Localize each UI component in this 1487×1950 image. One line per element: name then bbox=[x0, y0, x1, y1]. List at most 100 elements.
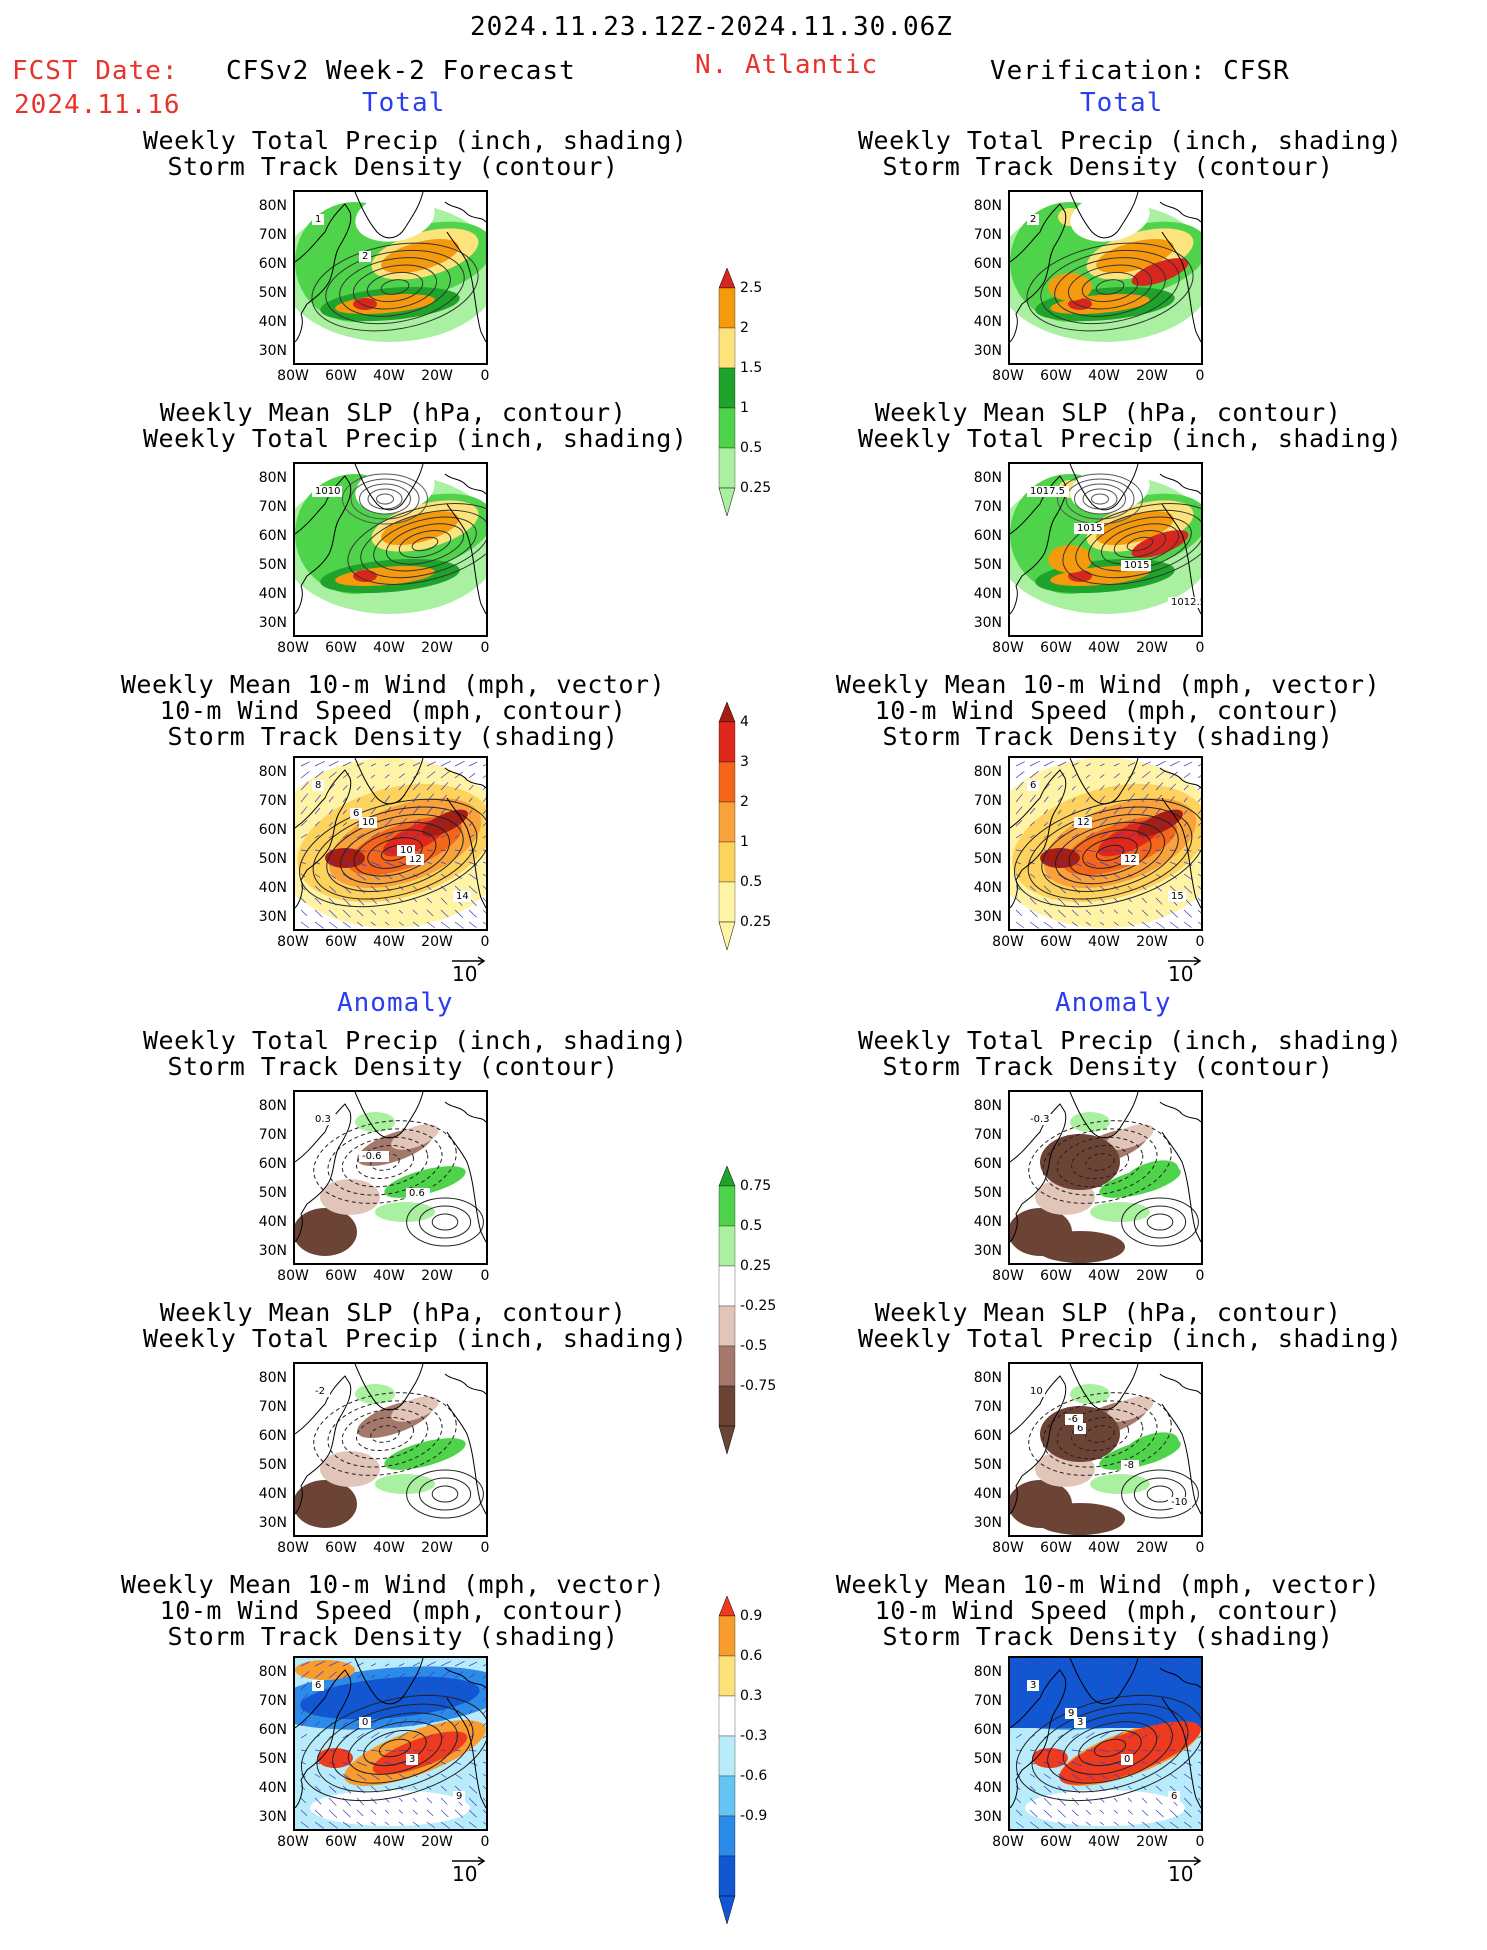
svg-text:6: 6 bbox=[353, 808, 359, 819]
lon-tick-label: 20W bbox=[1136, 1834, 1168, 1850]
svg-text:10: 10 bbox=[400, 845, 413, 856]
lat-tick-label: 60N bbox=[973, 256, 1002, 272]
svg-text:-6: -6 bbox=[1068, 1414, 1078, 1425]
lon-tick-label: 60W bbox=[1040, 1540, 1072, 1556]
svg-text:0: 0 bbox=[1124, 1754, 1130, 1765]
svg-text:6: 6 bbox=[1077, 1423, 1083, 1434]
lat-tick-label: 60N bbox=[258, 1722, 287, 1738]
lat-tick-label: 70N bbox=[973, 1399, 1002, 1415]
lat-tick-label: 60N bbox=[973, 1428, 1002, 1444]
lat-tick-label: 50N bbox=[258, 851, 287, 867]
lat-tick-label: 40N bbox=[258, 880, 287, 896]
arrow-icon bbox=[1168, 956, 1202, 966]
lat-tick-label: 60N bbox=[258, 256, 287, 272]
colorbar-tick-label: 2 bbox=[740, 320, 749, 336]
lat-tick-label: 60N bbox=[973, 1156, 1002, 1172]
lat-tick-label: 70N bbox=[973, 793, 1002, 809]
lat-tick-label: 60N bbox=[973, 528, 1002, 544]
lon-tick-label: 0 bbox=[480, 934, 490, 950]
colorbar-tick-label: 0.25 bbox=[740, 1258, 772, 1274]
lon-tick-label: 60W bbox=[1040, 640, 1072, 656]
title-ob-precip-anom: Weekly Total Precip (inch, shading) Storm… bbox=[858, 1026, 1403, 1081]
svg-text:-8: -8 bbox=[1124, 1460, 1134, 1471]
map-fc-slp-anom: -2 bbox=[293, 1362, 488, 1537]
lat-tick-label: 40N bbox=[973, 314, 1002, 330]
map-fc-precip-anom: 0.3 -0.6 0.6 bbox=[293, 1090, 488, 1265]
svg-text:3: 3 bbox=[1077, 1717, 1083, 1728]
svg-text:1015: 1015 bbox=[1077, 523, 1102, 534]
lat-tick-label: 30N bbox=[973, 1809, 1002, 1825]
lon-tick-label: 80W bbox=[277, 640, 309, 656]
title-fc-precip-anom: Weekly Total Precip (inch, shading) Storm… bbox=[143, 1026, 688, 1081]
colorbar-tick-label: -0.75 bbox=[740, 1378, 777, 1394]
svg-text:0: 0 bbox=[362, 1717, 368, 1728]
lon-tick-label: 0 bbox=[1195, 1834, 1205, 1850]
lon-tick-label: 20W bbox=[1136, 1540, 1168, 1556]
title-fc-wind-total: Weekly Mean 10-m Wind (mph, vector) 10-m … bbox=[120, 670, 666, 751]
lon-tick-label: 20W bbox=[421, 1834, 453, 1850]
lat-tick-label: 80N bbox=[258, 470, 287, 486]
svg-text:12: 12 bbox=[1124, 854, 1137, 865]
lon-tick-label: 0 bbox=[480, 1268, 490, 1284]
lat-tick-label: 50N bbox=[258, 1751, 287, 1767]
svg-text:6: 6 bbox=[315, 1680, 321, 1691]
colorbar-tick-label: 0.6 bbox=[740, 1648, 763, 1664]
lat-tick-label: 40N bbox=[258, 586, 287, 602]
lat-tick-label: 80N bbox=[258, 1370, 287, 1386]
lat-tick-label: 60N bbox=[258, 1156, 287, 1172]
svg-text:-0.6: -0.6 bbox=[362, 1151, 382, 1162]
map-ob-precip-total: 2 bbox=[1008, 190, 1203, 365]
map-ob-wind-total: 6 12 12 15 bbox=[1008, 756, 1203, 931]
svg-text:-0.3: -0.3 bbox=[1030, 1114, 1050, 1125]
lat-tick-label: 70N bbox=[258, 1127, 287, 1143]
lat-tick-label: 40N bbox=[258, 1486, 287, 1502]
svg-text:6: 6 bbox=[1171, 1791, 1177, 1802]
anomaly-label-left: Anomaly bbox=[337, 988, 454, 1018]
svg-text:0.3: 0.3 bbox=[315, 1114, 331, 1125]
lon-tick-label: 0 bbox=[480, 1540, 490, 1556]
colorbar-tick-label: -0.9 bbox=[740, 1808, 768, 1824]
region-title: N. Atlantic bbox=[695, 50, 879, 80]
svg-text:10: 10 bbox=[1030, 1386, 1043, 1397]
total-label-right: Total bbox=[1080, 88, 1164, 118]
forecast-title: CFSv2 Week-2 Forecast bbox=[226, 56, 576, 86]
lat-tick-label: 30N bbox=[258, 1809, 287, 1825]
lon-tick-label: 60W bbox=[1040, 1834, 1072, 1850]
lat-tick-label: 70N bbox=[973, 1127, 1002, 1143]
lat-tick-label: 40N bbox=[973, 1214, 1002, 1230]
vector-ref-fc-anom: 10 bbox=[452, 1856, 486, 1886]
svg-text:2: 2 bbox=[362, 251, 368, 262]
lon-tick-label: 40W bbox=[1088, 640, 1120, 656]
lon-tick-label: 0 bbox=[1195, 934, 1205, 950]
svg-text:12: 12 bbox=[1077, 817, 1090, 828]
colorbar-tick-label: 0.3 bbox=[740, 1688, 763, 1704]
lat-tick-label: 70N bbox=[258, 227, 287, 243]
title-ob-slp-anom: Weekly Mean SLP (hPa, contour) Weekly Tot… bbox=[858, 1298, 1403, 1353]
vector-ref-value: 10 bbox=[1168, 962, 1194, 986]
lat-tick-label: 40N bbox=[973, 1780, 1002, 1796]
lat-tick-label: 80N bbox=[973, 470, 1002, 486]
title-ob-slp-total: Weekly Mean SLP (hPa, contour) Weekly Tot… bbox=[858, 398, 1403, 453]
lat-tick-label: 80N bbox=[973, 198, 1002, 214]
svg-text:1012.5: 1012.5 bbox=[1171, 597, 1201, 608]
svg-text:0.6: 0.6 bbox=[409, 1188, 425, 1199]
svg-text:15: 15 bbox=[1171, 891, 1184, 902]
svg-text:-10: -10 bbox=[1171, 1497, 1187, 1508]
vector-ref-fc-total: 10 bbox=[452, 956, 486, 986]
lat-tick-label: 50N bbox=[973, 285, 1002, 301]
fcst-date: 2024.11.16 bbox=[14, 90, 181, 120]
lon-tick-label: 20W bbox=[421, 1540, 453, 1556]
lat-tick-label: 80N bbox=[973, 764, 1002, 780]
lon-tick-label: 60W bbox=[325, 1268, 357, 1284]
colorbar-tick-label: 4 bbox=[740, 714, 749, 730]
lon-tick-label: 60W bbox=[325, 1834, 357, 1850]
lat-tick-label: 70N bbox=[973, 499, 1002, 515]
lat-tick-label: 50N bbox=[973, 1457, 1002, 1473]
arrow-icon bbox=[452, 1856, 486, 1866]
anomaly-label-right: Anomaly bbox=[1055, 988, 1172, 1018]
lon-tick-label: 20W bbox=[421, 368, 453, 384]
lon-tick-label: 0 bbox=[1195, 1268, 1205, 1284]
lon-tick-label: 0 bbox=[480, 368, 490, 384]
lat-tick-label: 50N bbox=[258, 1457, 287, 1473]
